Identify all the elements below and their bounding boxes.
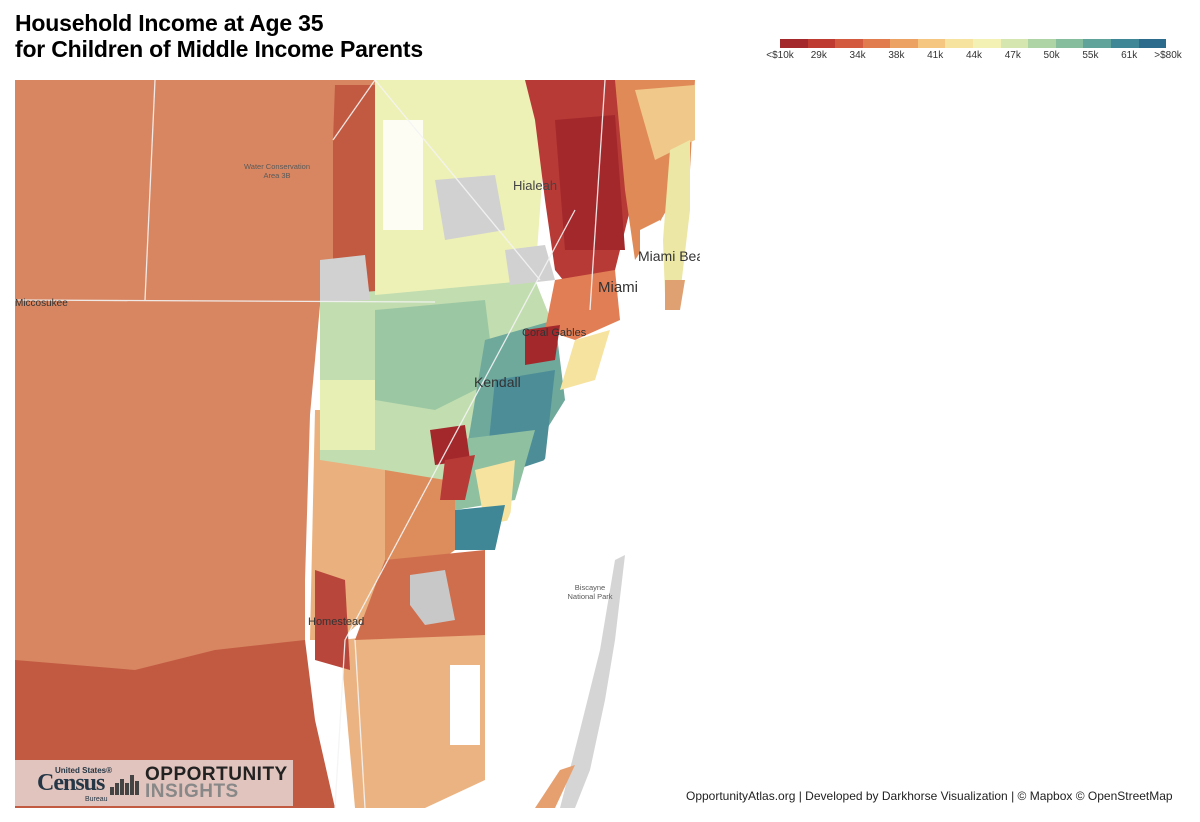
legend-swatch-11 [1083, 39, 1111, 48]
legend-tick-10: >$80k [1154, 50, 1182, 61]
south-beach-tract [665, 280, 685, 310]
krome-avenue-south [354, 639, 366, 808]
liberty-city-tract [555, 115, 625, 250]
census-us-text: United States® [55, 766, 113, 775]
label-miami-beach: Miami Beach [638, 248, 700, 264]
legend-swatch-5 [917, 39, 946, 48]
legend-tick-3: 38k [888, 50, 905, 61]
tamiami-trail [15, 299, 436, 303]
label-miami: Miami [598, 279, 638, 296]
us-1-highway [334, 209, 576, 808]
label-water-conservation-1: Water Conservation [244, 162, 310, 171]
legend-swatch-12 [1110, 39, 1139, 48]
homestead-east-tract [340, 625, 485, 808]
west-kendall-tract [320, 380, 375, 450]
legend-swatch-0 [780, 39, 808, 48]
opportunity-insights-logo: OPPORTUNITY INSIGHTS [145, 764, 288, 802]
legend-swatch-7 [973, 39, 1001, 48]
legend-tick-6: 47k [1004, 50, 1021, 61]
opportunity-insights-mark-icon [110, 775, 139, 795]
legend-tick-9: 61k [1121, 50, 1138, 61]
title-line-2: for Children of Middle Income Parents [15, 36, 423, 62]
bay-north [640, 220, 660, 305]
label-biscayne-1: Biscayne [575, 583, 605, 592]
little-havana-tract [545, 270, 620, 340]
map-canvas[interactable]: Water Conservation Area 3B Miccosukee Hi… [15, 80, 700, 808]
levee-road [144, 80, 156, 301]
title-line-1: Household Income at Age 35 [15, 10, 324, 36]
label-water-conservation-2: Area 3B [263, 171, 290, 180]
homestead-tract [315, 570, 350, 670]
label-hialeah: Hialeah [513, 178, 557, 193]
legend-tick-8: 55k [1082, 50, 1099, 61]
legend-tick-5: 44k [965, 50, 983, 61]
aventura-tract [635, 85, 695, 160]
legend-tick-labels: <$10k 29k 34k 38k 41k 44k 47k 50k 55k 61k >$80k [766, 50, 1182, 64]
place-labels: Water Conservation Area 3B Miccosukee Hi… [15, 162, 700, 628]
palmetto-expressway [374, 80, 541, 281]
map-title: Household Income at Age 35 for Children … [15, 10, 423, 62]
i-95 [589, 80, 606, 311]
legend-swatch-6 [945, 39, 974, 48]
label-coral-gables: Coral Gables [522, 327, 587, 339]
label-biscayne-2: National Park [567, 592, 612, 601]
color-legend: <$10k 29k 34k 38k 41k 44k 47k 50k 55k 61k >$80k [766, 39, 1182, 64]
legend-swatch-2 [835, 39, 863, 48]
homestead-reserve [450, 665, 480, 745]
legend-tick-1: 29k [810, 50, 827, 61]
label-miccosukee: Miccosukee [15, 298, 68, 309]
map-svg[interactable]: Water Conservation Area 3B Miccosukee Hi… [15, 80, 700, 808]
western-region [15, 80, 375, 808]
doral-industrial-area [320, 255, 370, 302]
legend-swatch-3 [862, 39, 891, 48]
label-kendall: Kendall [474, 374, 521, 390]
legend-swatch-4 [890, 39, 918, 48]
biscayne-bay [485, 310, 700, 808]
krome-avenue-north [332, 80, 376, 141]
palmetto-south-tract [455, 505, 505, 550]
legend-swatch-1 [807, 39, 836, 48]
northwest-tract [333, 85, 375, 300]
label-homestead: Homestead [308, 616, 364, 628]
oi-line-1: OPPORTUNITY [145, 764, 288, 785]
census-word: Census [37, 770, 105, 796]
legend-swatch-9 [1028, 39, 1056, 48]
airport-area [505, 245, 555, 285]
oi-line-2: INSIGHTS [145, 781, 239, 802]
legend-swatch-13 [1138, 39, 1167, 48]
legend-color-bar [780, 39, 1167, 48]
miami-beach-island [663, 140, 690, 295]
census-bureau-text: Bureau [85, 796, 108, 803]
legend-tick-0: <$10k [766, 50, 794, 61]
airport-industrial-area [435, 175, 505, 240]
perrine-tract [440, 455, 475, 500]
sweetwater-tract [375, 300, 495, 410]
biscayne-keys [560, 555, 625, 808]
sponsor-logos: United States® Census Bureau OPPORTUNITY… [15, 760, 293, 806]
road-network [15, 80, 606, 808]
coconut-grove-tract [525, 325, 560, 365]
coral-gables-east-tract [560, 330, 610, 390]
north-white-blocks [383, 120, 423, 230]
north-key-largo [535, 765, 575, 808]
legend-tick-7: 50k [1043, 50, 1060, 61]
legend-tick-4: 41k [927, 50, 944, 61]
legend-swatch-10 [1055, 39, 1084, 48]
homestead-airbase [410, 570, 455, 625]
legend-swatch-8 [1000, 39, 1029, 48]
legend-tick-2: 34k [849, 50, 866, 61]
attribution-footer[interactable]: OpportunityAtlas.org | Developed by Dark… [686, 789, 1173, 803]
